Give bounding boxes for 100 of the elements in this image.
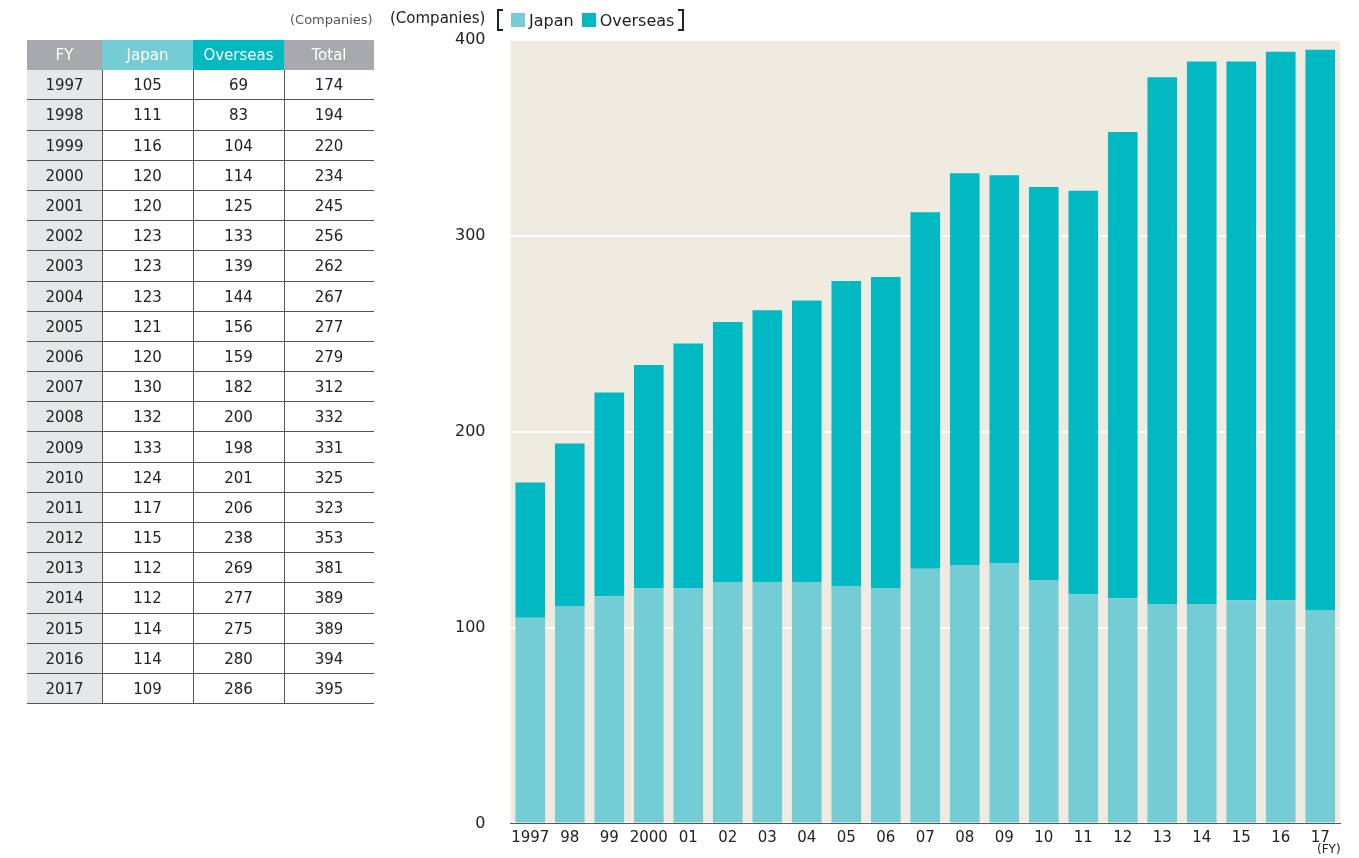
data-label: 267 — [313, 286, 345, 308]
x-tick-label: 01 — [678, 828, 698, 847]
y-tick-label: 2006 — [27, 341, 102, 373]
data-label: 262 — [313, 256, 345, 278]
bar — [949, 564, 980, 823]
y-tick-label: 2008 — [27, 402, 102, 433]
y-tick-label: 2005 — [27, 311, 102, 342]
data-label: 117 — [132, 497, 163, 519]
data-label: 121 — [132, 316, 163, 338]
data-label: 194 — [313, 105, 345, 127]
data-label: 120 — [132, 196, 163, 218]
x-tick-label: 1997 — [511, 828, 550, 847]
bar — [910, 212, 941, 569]
data-label: 238 — [223, 528, 254, 550]
data-label: 234 — [313, 165, 345, 187]
y-tick-label: 200 — [454, 420, 486, 440]
y-tick-label: 2015 — [27, 613, 102, 644]
data-label: 112 — [132, 558, 163, 580]
data-label: 395 — [313, 679, 345, 701]
data-label: 277 — [313, 316, 345, 338]
bar — [1068, 594, 1099, 823]
data-label: 198 — [223, 437, 254, 459]
data-label: 123 — [132, 226, 163, 248]
bar — [1226, 61, 1257, 601]
data-label: 104 — [223, 135, 254, 157]
bar — [712, 322, 743, 583]
x-tick-label: 16 — [1271, 828, 1291, 847]
bar — [949, 173, 980, 565]
bar — [515, 482, 546, 618]
x-tick-label: Total — [284, 40, 374, 71]
x-tick-label: 13 — [1152, 828, 1172, 847]
data-label: 120 — [132, 346, 163, 368]
y-tick-label: 2017 — [27, 673, 102, 705]
y-tick-label: 2013 — [27, 553, 102, 584]
y-axis-title: (Companies) — [390, 9, 486, 27]
data-label: 280 — [223, 648, 254, 670]
x-tick-label: Japan — [102, 40, 193, 71]
bar — [673, 588, 704, 823]
bar — [791, 582, 822, 823]
bar — [870, 588, 901, 823]
data-label: 114 — [132, 648, 163, 670]
x-tick-label: 2000 — [629, 828, 668, 847]
bar — [1265, 600, 1296, 823]
y-tick-label: 2007 — [27, 372, 102, 403]
y-tick-label: 400 — [454, 29, 486, 49]
data-label: 115 — [132, 528, 163, 550]
bar — [594, 596, 625, 823]
data-label: 123 — [132, 286, 163, 308]
data-label: 256 — [313, 226, 345, 248]
data-label: 125 — [223, 196, 254, 218]
bar — [831, 280, 862, 587]
data-label: 114 — [132, 618, 163, 640]
x-tick-label: 12 — [1113, 828, 1133, 847]
y-tick-label: 2003 — [27, 251, 102, 282]
data-label: 269 — [223, 558, 254, 580]
bar — [1186, 604, 1217, 823]
bar — [1147, 77, 1178, 605]
x-tick-label: 99 — [599, 828, 619, 847]
bar — [831, 586, 862, 823]
data-label: 132 — [132, 407, 163, 429]
data-label: 69 — [227, 75, 250, 97]
data-label: 182 — [223, 377, 254, 399]
bar — [1068, 190, 1099, 595]
bar — [791, 300, 822, 583]
bar — [1305, 49, 1336, 610]
data-label: 312 — [313, 377, 345, 399]
data-label: 323 — [313, 497, 345, 519]
data-label: 116 — [132, 135, 163, 157]
data-label: 200 — [223, 407, 254, 429]
bar — [554, 443, 585, 607]
y-tick-label: 1998 — [27, 100, 102, 131]
bar — [870, 276, 901, 589]
data-label: 325 — [313, 467, 345, 489]
data-label: 156 — [223, 316, 254, 338]
bar — [1107, 132, 1138, 599]
x-tick-label: 05 — [836, 828, 856, 847]
data-label: 139 — [223, 256, 254, 278]
data-label: 144 — [223, 286, 254, 308]
y-tick-label: 1997 — [27, 70, 102, 101]
y-tick-label: 2011 — [27, 492, 102, 523]
y-tick-label: 2014 — [27, 583, 102, 614]
data-label: 133 — [132, 437, 163, 459]
x-tick-label: 06 — [876, 828, 896, 847]
data-label: 105 — [132, 75, 163, 97]
bar — [1147, 604, 1178, 823]
data-label: 159 — [223, 346, 254, 368]
y-tick-label: 2004 — [27, 281, 102, 312]
y-tick-label: 1999 — [27, 130, 102, 161]
bar — [633, 365, 664, 589]
x-tick-label: 08 — [955, 828, 975, 847]
y-tick-label: 2000 — [27, 160, 102, 191]
y-tick-label: 0 — [475, 812, 486, 832]
bar — [1028, 186, 1059, 581]
y-tick-label: 2002 — [27, 221, 102, 252]
y-tick-label: 100 — [454, 616, 486, 636]
bar — [910, 568, 941, 823]
bar — [752, 582, 783, 823]
data-label: 286 — [223, 679, 254, 701]
data-label: 277 — [223, 588, 254, 610]
data-label: 109 — [132, 679, 163, 701]
